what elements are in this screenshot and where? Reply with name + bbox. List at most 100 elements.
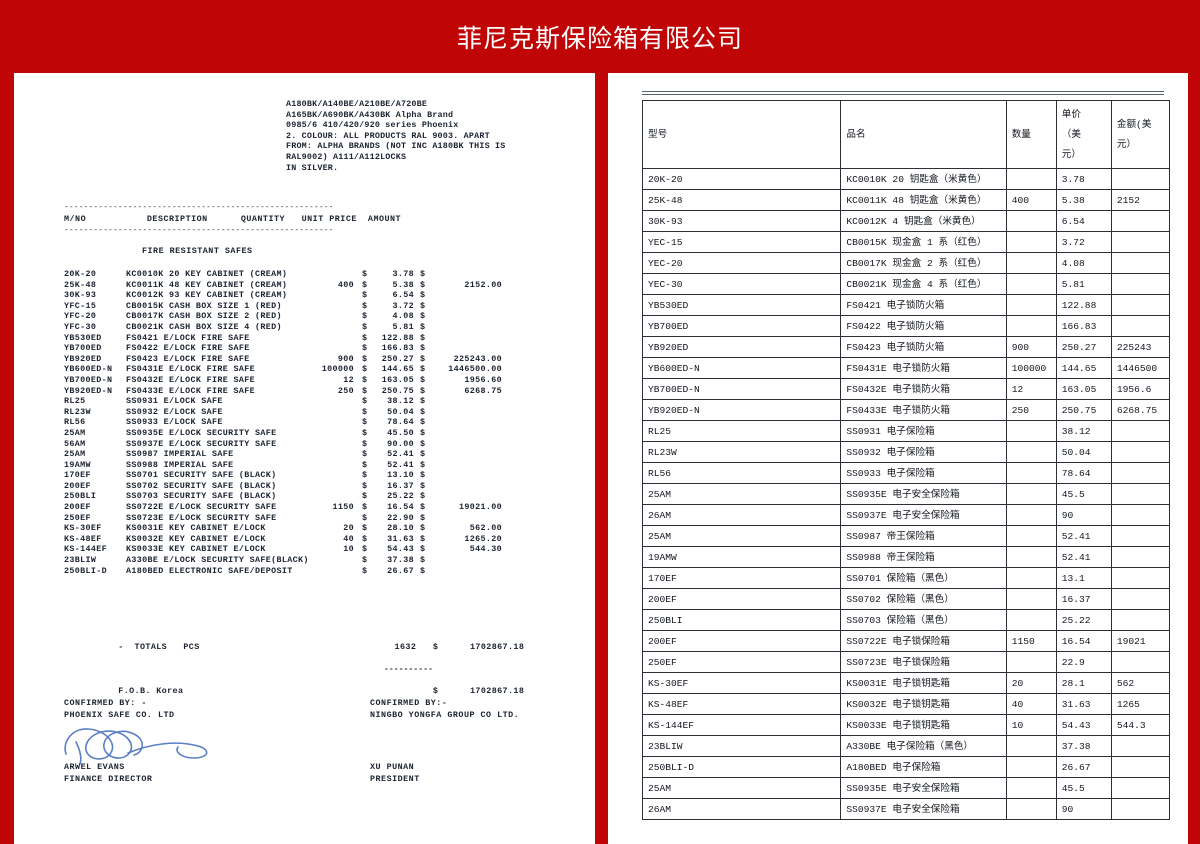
spec-cell-qty xyxy=(1005,525,1057,547)
item-model-no: RL23W xyxy=(64,406,91,417)
spec-cell-price: 122.88 xyxy=(1055,294,1112,316)
spec-cell-price: 22.9 xyxy=(1055,651,1112,673)
item-description: SS0702 SECURITY SAFE (BLACK) xyxy=(126,480,277,491)
spec-cell-qty xyxy=(1005,210,1057,232)
item-description: CB0015K CASH BOX SIZE 1 (RED) xyxy=(126,300,282,311)
spec-table-row: 250EF SS0723E 电子锁保险箱 22.9 xyxy=(641,651,1171,673)
spec-cell-model: KS-48EF xyxy=(641,693,842,715)
item-unit-price: 26.67 xyxy=(387,565,414,576)
item-unit-price: 16.37 xyxy=(387,480,414,491)
invoice-item-row: KS-144EF KS0033E KEY CABINET E/LOCK 10 $54.… xyxy=(64,544,584,555)
spec-cell-name: KS0033E 电子锁钥匙箱 xyxy=(840,714,1007,736)
fob-row: F.O.B. Korea $1702867.18 xyxy=(64,675,584,708)
item-price-currency: $ xyxy=(362,332,368,343)
spec-cell-price: 90 xyxy=(1055,798,1112,820)
spec-table-row: KS-144EF KS0033E 电子锁钥匙箱 10 54.43 544.3 xyxy=(641,714,1171,736)
spec-cell-price: 5.38 xyxy=(1055,189,1112,211)
item-amount: 1265.20 xyxy=(464,533,502,544)
item-price-currency: $ xyxy=(362,438,368,449)
spec-cell-qty xyxy=(1005,168,1057,190)
item-amount-currency: $ xyxy=(420,480,426,491)
invoice-item-row: RL56 SS0933 E/LOCK SAFE $78.64 $ xyxy=(64,417,584,428)
item-model-no: YB920ED xyxy=(64,353,102,364)
item-price-currency: $ xyxy=(362,459,368,470)
left-invoice-body: A180BK/A140BE/A210BE/A720BE A165BK/A690B… xyxy=(14,73,595,844)
spec-table-header-row: 型号 品名 数量 单价 （美 元） 金额(美 元） xyxy=(641,100,1171,169)
spec-cell-amount xyxy=(1110,756,1171,778)
item-amount-currency: $ xyxy=(420,491,426,502)
item-price-currency: $ xyxy=(362,385,368,396)
item-description: SS0701 SECURITY SAFE (BLACK) xyxy=(126,470,277,481)
spec-cell-amount xyxy=(1110,252,1171,274)
item-amount-currency: $ xyxy=(420,512,426,523)
spec-cell-amount xyxy=(1110,798,1171,820)
spec-cell-amount xyxy=(1110,420,1171,442)
spec-cell-qty xyxy=(1005,315,1057,337)
item-amount-currency: $ xyxy=(420,396,426,407)
spec-table-row: 19AMW SS0988 帝王保险箱 52.41 xyxy=(641,546,1171,568)
item-model-no: YB530ED xyxy=(64,332,102,343)
spec-cell-name: SS0701 保险箱（黑色） xyxy=(840,567,1007,589)
spec-table-row: 250BLI-D A180BED 电子保险箱 26.67 xyxy=(641,756,1171,778)
spec-table-row: 200EF SS0702 保险箱（黑色） 16.37 xyxy=(641,588,1171,610)
invoice-item-row: 250BLI-D A180BED ELECTRONIC SAFE/DEPOSIT $… xyxy=(64,566,584,577)
spec-cell-model: KS-144EF xyxy=(641,714,842,736)
spec-cell-name: SS0931 电子保险箱 xyxy=(840,420,1007,442)
spec-cell-amount xyxy=(1110,504,1171,526)
spec-cell-price: 38.12 xyxy=(1055,420,1112,442)
spec-cell-amount xyxy=(1110,483,1171,505)
item-description: SS0703 SECURITY SAFE (BLACK) xyxy=(126,491,277,502)
item-unit-price: 122.88 xyxy=(381,332,414,343)
spec-cell-name: FS0423 电子锁防火箱 xyxy=(840,336,1007,358)
item-price-currency: $ xyxy=(362,269,368,279)
invoice-item-row: 200EF SS0722E E/LOCK SECURITY SAFE 1150 $16… xyxy=(64,502,584,513)
item-model-no: YB600ED-N xyxy=(64,364,113,375)
spec-cell-name: KC0012K 4 钥匙盒（米黄色） xyxy=(840,210,1007,232)
invoice-item-row: KS-30EF KS0031E KEY CABINET E/LOCK 20 $28.1… xyxy=(64,523,584,534)
item-price-currency: $ xyxy=(362,449,368,460)
signature-icon xyxy=(64,728,208,765)
spec-cell-qty: 40 xyxy=(1005,693,1057,715)
col-header-model: 型号 xyxy=(641,100,842,169)
spec-cell-name: SS0935E 电子安全保险箱 xyxy=(840,483,1007,505)
item-price-currency: $ xyxy=(362,311,368,322)
spec-cell-model: RL25 xyxy=(641,420,842,442)
spec-cell-qty xyxy=(1005,546,1057,568)
totals-underline: ---------- xyxy=(384,665,434,674)
spec-cell-amount xyxy=(1110,777,1171,799)
totals-qty: 1632 xyxy=(394,642,417,652)
spec-cell-price: 250.75 xyxy=(1055,399,1112,421)
spec-cell-qty xyxy=(1005,735,1057,757)
item-amount-currency: $ xyxy=(420,374,426,385)
fob-amount: 1702867.18 xyxy=(470,686,525,696)
spec-cell-name: CB0017K 现金盒 2 系（红色） xyxy=(840,252,1007,274)
spec-cell-name: A330BE 电子保险箱（黑色） xyxy=(840,735,1007,757)
spec-cell-amount: 19021 xyxy=(1110,630,1171,652)
spec-cell-qty xyxy=(1005,756,1057,778)
spec-cell-price: 54.43 xyxy=(1055,714,1112,736)
spec-cell-name: SS0987 帝王保险箱 xyxy=(840,525,1007,547)
item-unit-price: 54.43 xyxy=(387,544,414,555)
item-amount-currency: $ xyxy=(420,332,426,343)
item-unit-price: 31.63 xyxy=(387,533,414,544)
item-model-no: 25AM xyxy=(64,427,86,438)
spec-cell-price: 13.1 xyxy=(1055,567,1112,589)
spec-cell-model: YB920ED-N xyxy=(641,399,842,421)
item-model-no: 250EF xyxy=(64,512,91,523)
spec-cell-amount xyxy=(1110,588,1171,610)
spec-cell-price: 52.41 xyxy=(1055,525,1112,547)
item-amount-currency: $ xyxy=(420,523,426,534)
spec-cell-amount xyxy=(1110,315,1171,337)
item-model-no: 56AM xyxy=(64,438,86,449)
item-unit-price: 163.05 xyxy=(381,374,414,385)
item-model-no: 19AMW xyxy=(64,459,91,470)
item-amount-currency: $ xyxy=(420,555,426,566)
invoice-item-row: YB700ED FS0422 E/LOCK FIRE SAFE $166.83 $ xyxy=(64,343,584,354)
spec-table-row: KS-30EF KS0031E 电子锁钥匙箱 20 28.1 562 xyxy=(641,672,1171,694)
spec-cell-model: 250EF xyxy=(641,651,842,673)
invoice-item-row: 170EF SS0701 SECURITY SAFE (BLACK) $13.10 $ xyxy=(64,470,584,481)
item-description: KC0010K 20 KEY CABINET (CREAM) xyxy=(126,269,288,279)
item-amount-currency: $ xyxy=(420,427,426,438)
spec-cell-amount xyxy=(1110,525,1171,547)
